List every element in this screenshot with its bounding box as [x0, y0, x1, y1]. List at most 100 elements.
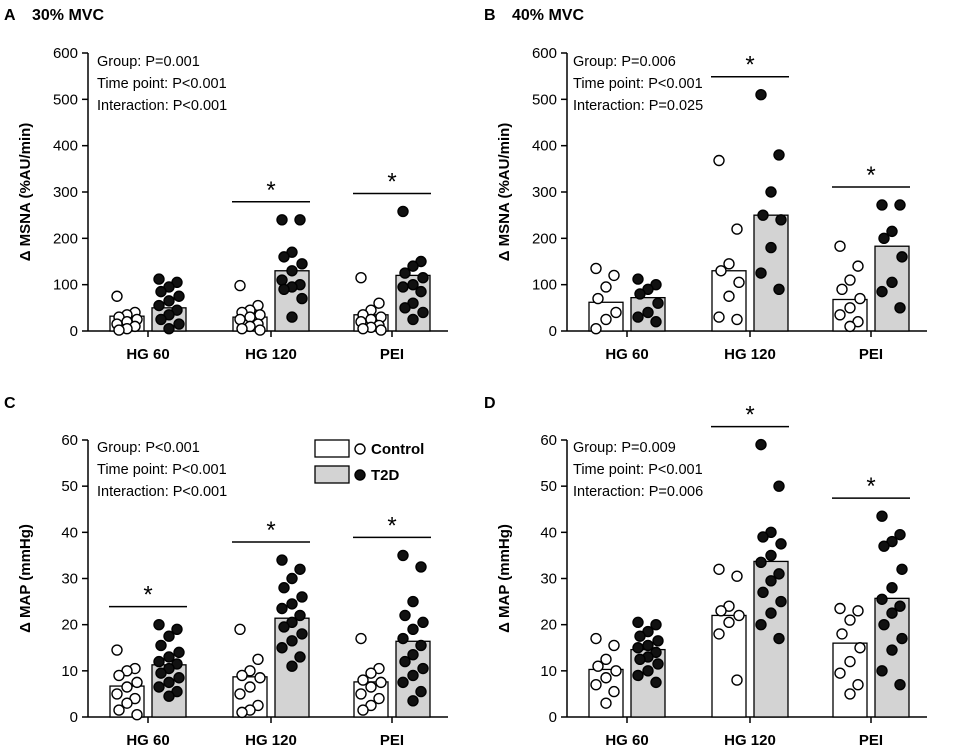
data-point-control — [590, 632, 602, 645]
legend-marker-t2d — [354, 469, 366, 481]
data-point-t2d — [632, 273, 644, 285]
stats-line: Group: P=0.001 — [97, 54, 200, 70]
panel-a: A 30% MVC 0 100 200 300 400 500 600 Δ MSNA (%AU/m… — [4, 7, 448, 363]
data-point-control — [355, 688, 367, 700]
y-axis-title: Δ MSNA (%AU/min) — [496, 123, 513, 262]
y-tick-label: 50 — [540, 478, 557, 495]
data-point-control — [236, 669, 248, 682]
stats-line: Group: P<0.001 — [97, 440, 200, 456]
stats-line: Interaction: P<0.001 — [97, 98, 227, 114]
panel-title: 30% MVC — [32, 7, 104, 24]
significance-star: * — [143, 582, 152, 609]
data-point-control — [713, 311, 725, 323]
data-point-t2d — [153, 618, 165, 631]
data-point-t2d — [153, 681, 165, 693]
data-point-control — [234, 623, 246, 635]
x-category-label: PEI — [380, 732, 404, 749]
data-point-control — [365, 667, 377, 679]
data-point-control — [844, 320, 856, 333]
data-point-t2d — [276, 214, 288, 226]
data-point-t2d — [896, 251, 908, 263]
x-category-label: HG 120 — [724, 732, 776, 749]
data-point-t2d — [876, 665, 888, 677]
data-point-control — [733, 609, 745, 622]
data-point-t2d — [775, 538, 787, 550]
data-point-t2d — [896, 563, 908, 575]
data-point-t2d — [755, 618, 767, 631]
data-point-control — [834, 309, 846, 321]
x-category-label: HG 60 — [126, 346, 169, 363]
data-point-t2d — [296, 591, 308, 603]
data-point-t2d — [632, 616, 644, 629]
data-point-t2d — [773, 149, 785, 161]
data-point-control — [715, 265, 727, 277]
data-point-t2d — [886, 644, 898, 656]
data-point-t2d — [407, 623, 419, 635]
data-point-t2d — [886, 582, 898, 594]
data-point-control — [834, 667, 846, 679]
data-point-t2d — [878, 232, 890, 245]
data-point-control — [852, 260, 864, 272]
data-point-t2d — [171, 623, 183, 635]
data-point-control — [373, 297, 385, 309]
data-point-t2d — [775, 214, 787, 226]
data-point-t2d — [155, 285, 167, 298]
data-point-control — [254, 324, 266, 336]
data-point-t2d — [173, 318, 185, 330]
data-point-t2d — [886, 276, 898, 289]
data-point-t2d — [296, 292, 308, 305]
data-point-control — [844, 614, 856, 626]
data-point-control — [236, 322, 248, 335]
data-point-t2d — [163, 676, 175, 689]
bar-control — [832, 642, 868, 718]
y-tick-label: 400 — [53, 138, 78, 155]
data-point-t2d — [163, 690, 175, 702]
stats-line: Interaction: P<0.001 — [97, 484, 227, 500]
data-point-t2d — [894, 678, 906, 691]
data-point-t2d — [415, 685, 427, 698]
data-point-control — [852, 605, 864, 617]
significance-star: * — [866, 473, 875, 500]
y-tick-label: 300 — [532, 184, 557, 201]
data-point-t2d — [155, 639, 167, 652]
data-point-control — [713, 154, 725, 167]
x-category-label: HG 60 — [605, 346, 648, 363]
x-category-label: HG 60 — [126, 732, 169, 749]
x-category-label: PEI — [859, 732, 883, 749]
significance-star: * — [266, 177, 275, 204]
data-point-control — [590, 262, 602, 275]
data-point-t2d — [773, 283, 785, 295]
y-tick-label: 200 — [53, 230, 78, 247]
y-tick-label: 10 — [61, 663, 78, 680]
data-point-control — [610, 665, 622, 677]
significance-star: * — [745, 402, 754, 429]
data-point-t2d — [757, 531, 769, 543]
data-point-control — [373, 692, 385, 705]
data-point-t2d — [894, 528, 906, 541]
data-point-t2d — [634, 288, 646, 300]
data-point-control — [244, 681, 256, 693]
data-point-control — [715, 605, 727, 617]
legend-swatch-t2d — [314, 465, 350, 484]
y-tick-label: 100 — [532, 277, 557, 294]
data-point-t2d — [153, 299, 165, 312]
data-point-control — [844, 274, 856, 286]
data-point-t2d — [397, 281, 409, 293]
data-point-control — [252, 653, 264, 665]
data-point-t2d — [755, 438, 767, 451]
data-point-t2d — [173, 646, 185, 659]
data-point-t2d — [286, 635, 298, 647]
data-point-t2d — [278, 582, 290, 594]
data-point-control — [713, 628, 725, 640]
data-point-control — [731, 223, 743, 235]
data-point-control — [113, 704, 125, 716]
data-point-control — [357, 704, 369, 716]
legend-label: Control — [371, 441, 424, 458]
data-point-control — [131, 708, 143, 721]
data-point-t2d — [876, 510, 888, 522]
data-point-t2d — [407, 313, 419, 326]
data-point-t2d — [755, 267, 767, 279]
data-point-t2d — [417, 662, 429, 675]
data-point-t2d — [296, 628, 308, 640]
